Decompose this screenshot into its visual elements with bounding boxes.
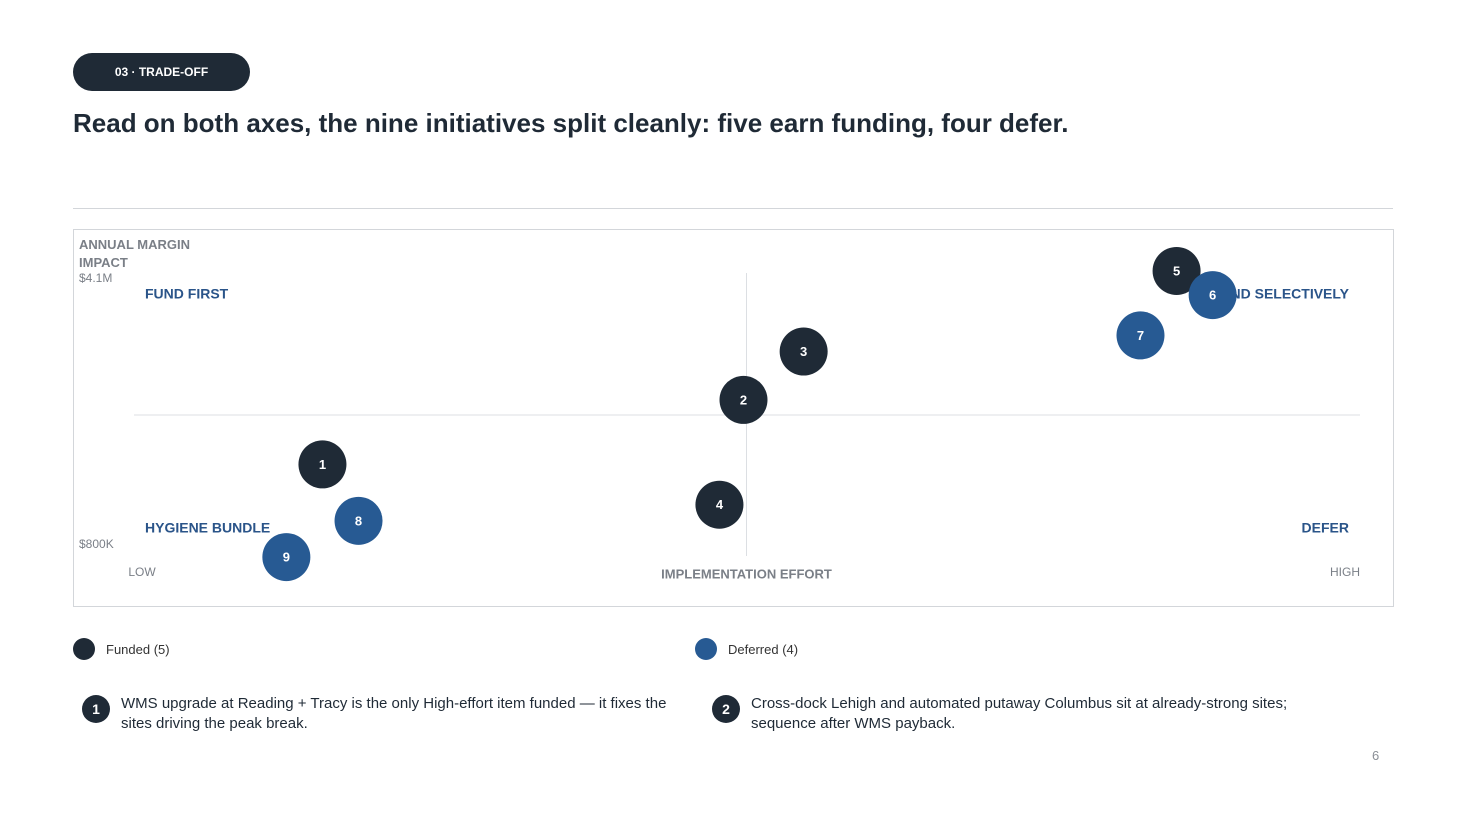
y-axis-title: ANNUAL MARGIN IMPACT xyxy=(79,237,190,270)
note-badge: 2 xyxy=(712,695,740,723)
bubble xyxy=(779,327,828,376)
legend-label: Funded (5) xyxy=(106,641,170,657)
slide-title: Read on both axes, the nine initiatives … xyxy=(73,108,1069,138)
bubble xyxy=(334,496,383,545)
x-tick-label: HIGH xyxy=(1330,565,1360,579)
x-axis-title: IMPLEMENTATION EFFORT xyxy=(661,566,832,581)
legend-item: Deferred (4) xyxy=(695,638,798,660)
bubble-label: 5 xyxy=(1173,263,1180,278)
bubble xyxy=(1116,311,1165,360)
note-text: Cross-dock Lehigh and automated putaway … xyxy=(751,695,1288,732)
quadrant-label: HYGIENE BUNDLE xyxy=(145,520,270,536)
y-tick-label: $4.1M xyxy=(79,271,112,285)
bubble xyxy=(1188,271,1237,320)
bubble xyxy=(719,375,768,424)
bubble-label: 3 xyxy=(800,344,807,359)
quadrant-label: FUND SELECTIVELY xyxy=(1212,286,1350,302)
page-number: 6 xyxy=(1372,748,1380,763)
bubble-label: 4 xyxy=(716,497,724,512)
section-tag: 03 · TRADE-OFF xyxy=(73,53,250,91)
note-badge: 1 xyxy=(82,695,110,723)
y-tick-label: $800K xyxy=(79,537,114,551)
bubble-label: 9 xyxy=(283,550,290,565)
note: 1 WMS upgrade at Reading + Tracy is the … xyxy=(82,694,682,734)
bubble xyxy=(1152,246,1201,295)
x-tick-label: LOW xyxy=(128,565,156,579)
bubble-label: 1 xyxy=(319,457,326,472)
legend-swatch xyxy=(695,638,717,660)
bubble xyxy=(262,533,311,582)
bubble xyxy=(298,440,347,489)
bubble-label: 6 xyxy=(1209,288,1216,303)
bubble xyxy=(695,480,744,529)
quadrant-label: FUND FIRST xyxy=(145,286,229,302)
legend-label: Deferred (4) xyxy=(728,641,799,657)
legend-item: Funded (5) xyxy=(73,638,170,660)
note: 2 Cross-dock Lehigh and automated putawa… xyxy=(712,694,1312,734)
bubble-label: 8 xyxy=(355,513,362,528)
bubble-label: 2 xyxy=(740,392,747,407)
note-text: WMS upgrade at Reading + Tracy is the on… xyxy=(121,695,667,732)
chart: $4.1M $800K LOW HIGH IMPLEMENTATION EFFORT FU… xyxy=(79,246,1360,582)
quadrant-label: DEFER xyxy=(1302,520,1349,536)
bubble-label: 7 xyxy=(1137,328,1144,343)
divider xyxy=(73,208,1393,209)
legend-swatch xyxy=(73,638,95,660)
chart-frame xyxy=(73,229,1394,607)
